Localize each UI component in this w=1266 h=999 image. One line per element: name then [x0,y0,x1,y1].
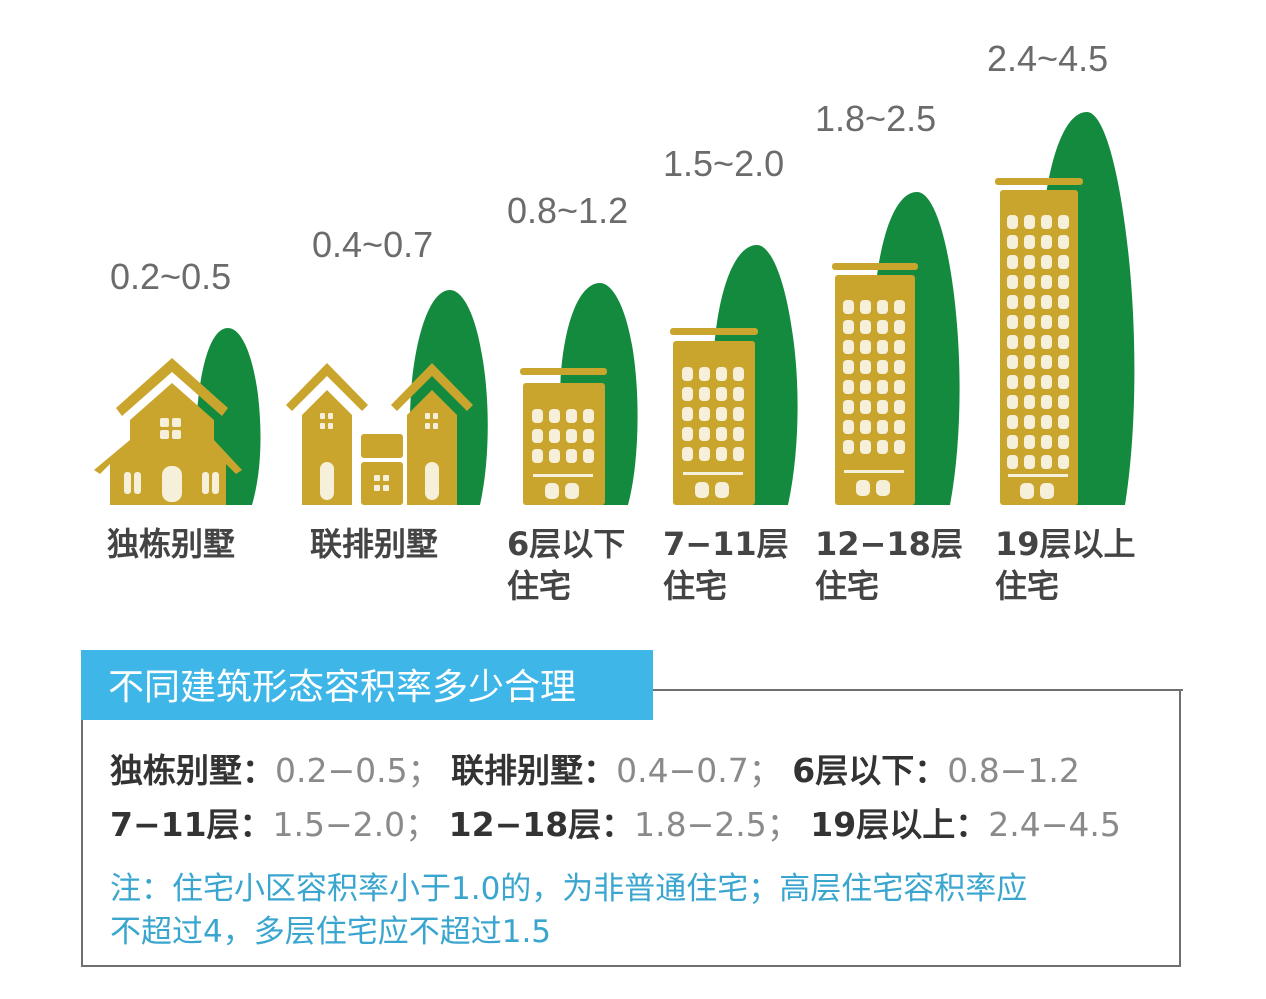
townhouse-icon [286,363,473,505]
summary-row-2: 7−11层：1.5−2.0； 12−18层：1.8−2.5； 19层以上：2.4… [110,805,1121,844]
category-label-7-11f: 7−11层 住宅 [663,525,789,605]
summary-row-1: 独栋别墅：0.2−0.5； 联排别墅：0.4−0.7； 6层以下：0.8−1.2 [110,751,1080,790]
note-line-1: 注：住宅小区容积率小于1.0的，为非普通住宅；高层住宅容积率应 [110,871,1028,907]
value-label-6f: 0.8~1.2 [507,190,629,231]
value-label-7-11f: 1.5~2.0 [663,143,785,184]
category-label-12-18f: 12−18层 住宅 [815,525,963,605]
mid-rise-building-icon [670,328,758,505]
value-label-12-18f: 1.8~2.5 [815,98,937,139]
category-label-townhouse: 联排别墅 [310,525,439,563]
summary-box-top-border [653,689,1183,691]
value-label-19f: 2.4~4.5 [987,38,1109,79]
detached-villa-icon [94,358,242,505]
value-label-townhouse: 0.4~0.7 [312,224,434,265]
note-line-2: 不超过4，多层住宅应不超过1.5 [110,914,552,950]
category-label-6f: 6层以下 住宅 [507,525,626,605]
skyscraper-building-icon [995,178,1083,505]
category-label-detached-villa: 独栋别墅 [107,525,236,563]
summary-box [81,689,1181,967]
value-label-detached-villa: 0.2~0.5 [110,256,232,297]
low-rise-building-icon [520,368,607,505]
high-rise-building-icon [832,263,918,505]
category-label-19f: 19层以上 住宅 [995,525,1136,605]
summary-title: 不同建筑形态容积率多少合理 [108,667,577,708]
summary-title-bar [81,650,653,720]
